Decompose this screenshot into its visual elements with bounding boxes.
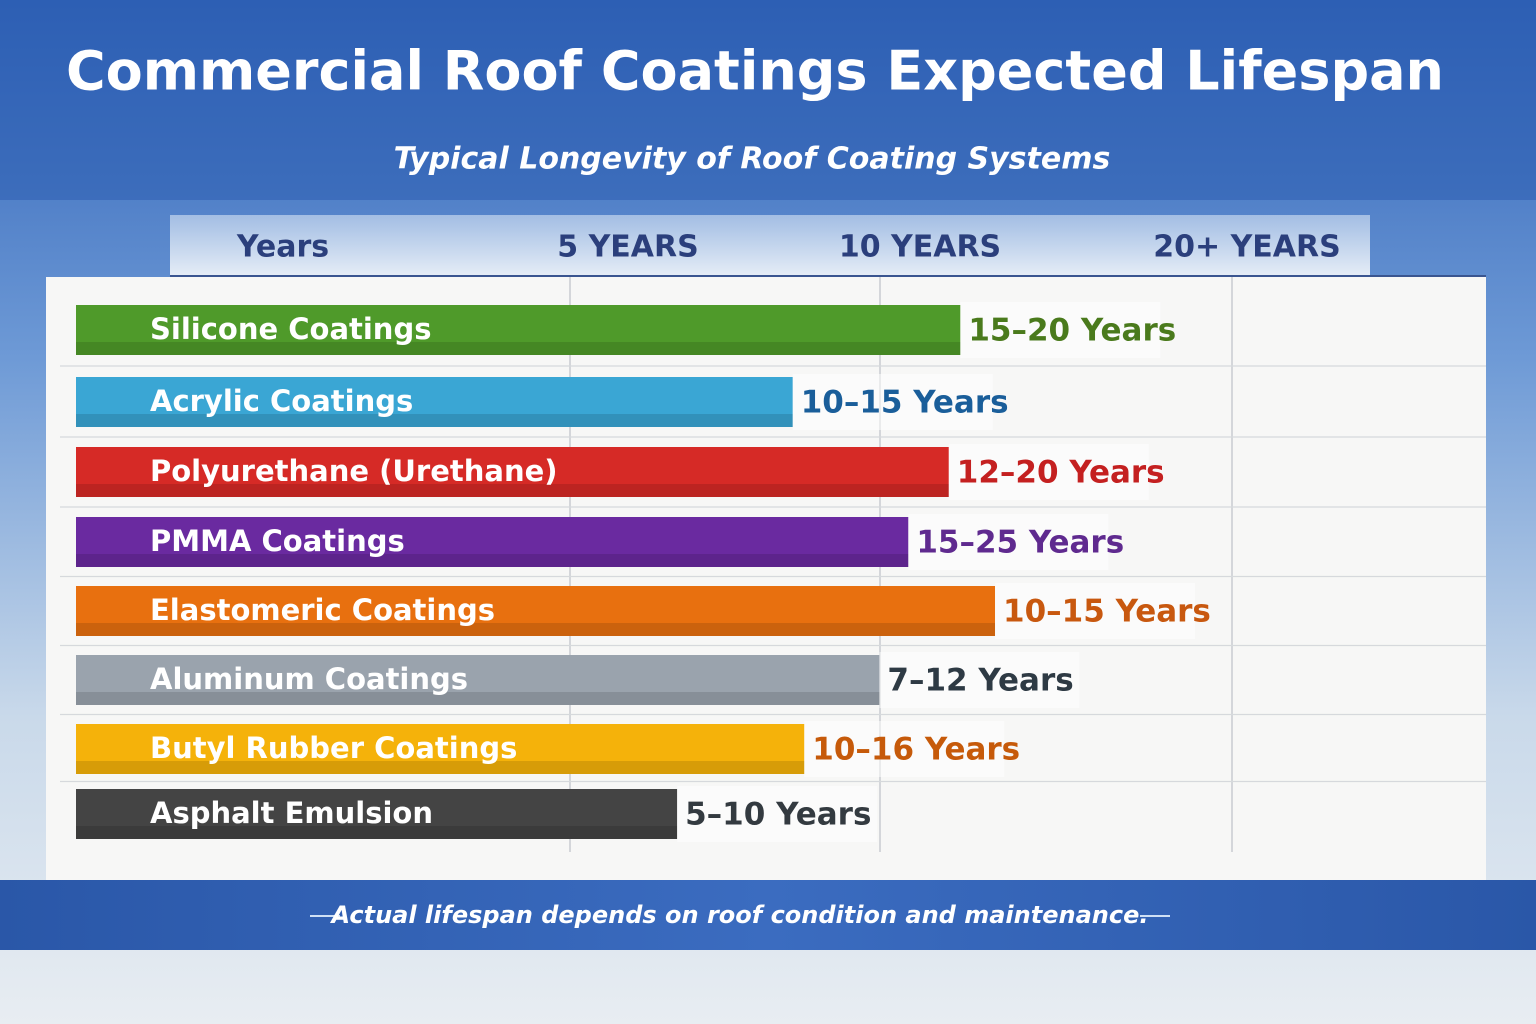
- bar-label: Polyurethane (Urethane): [150, 454, 558, 488]
- range-label: 15–25 Years: [916, 525, 1124, 561]
- range-backdrop: [879, 652, 1080, 708]
- bar-label: Asphalt Emulsion: [150, 796, 433, 830]
- footer-band: [0, 880, 1536, 950]
- column-header: 20+ YEARS: [1153, 230, 1340, 265]
- title: Commercial Roof Coatings Expected Lifesp…: [66, 40, 1444, 103]
- range-backdrop: [995, 583, 1196, 639]
- bar-shade: [76, 414, 793, 427]
- column-header: 10 YEARS: [839, 230, 1001, 265]
- range-backdrop: [948, 444, 1149, 500]
- bar: [76, 586, 996, 636]
- bar: [76, 377, 793, 427]
- header-strip: [170, 215, 1370, 277]
- range-backdrop: [908, 514, 1109, 570]
- bar-shade: [76, 484, 949, 497]
- column-header: Years: [236, 230, 329, 265]
- bar-shade: [76, 342, 961, 355]
- plot: Silicone Coatings 15–20 Years Acrylic Coat…: [76, 302, 1211, 842]
- bar-label: Silicone Coatings: [150, 312, 431, 346]
- bar: [76, 789, 678, 839]
- bar-shade: [76, 826, 678, 839]
- bar: [76, 655, 880, 705]
- range-label: 15–20 Years: [968, 313, 1176, 349]
- footnote: Actual lifespan depends on roof conditio…: [330, 901, 1149, 929]
- range-label: 5–10 Years: [685, 797, 871, 833]
- top-band: [0, 0, 1536, 200]
- column-header: 5 YEARS: [557, 230, 698, 265]
- range-label: 10–15 Years: [801, 385, 1009, 421]
- bar-shade: [76, 692, 880, 705]
- range-label: 10–16 Years: [812, 732, 1020, 768]
- bar-label: Aluminum Coatings: [150, 662, 468, 696]
- grid: [60, 275, 1486, 852]
- bar-label: Acrylic Coatings: [150, 384, 413, 418]
- range-backdrop: [792, 374, 993, 430]
- bar-label: Butyl Rubber Coatings: [150, 731, 517, 765]
- bar: [76, 447, 949, 497]
- bar-shade: [76, 761, 805, 774]
- bar-shade: [76, 554, 909, 567]
- bar: [76, 517, 909, 567]
- bar: [76, 724, 805, 774]
- range-backdrop: [960, 302, 1161, 358]
- range-label: 10–15 Years: [1003, 594, 1211, 630]
- bar-shade: [76, 623, 996, 636]
- bar-label: Elastomeric Coatings: [150, 593, 495, 627]
- range-backdrop: [804, 721, 1005, 777]
- subtitle: Typical Longevity of Roof Coating System…: [394, 142, 1111, 177]
- range-label: 7–12 Years: [887, 663, 1073, 699]
- range-backdrop: [677, 786, 878, 842]
- bar-label: PMMA Coatings: [150, 524, 405, 558]
- bar: [76, 305, 961, 355]
- range-label: 12–20 Years: [957, 455, 1165, 491]
